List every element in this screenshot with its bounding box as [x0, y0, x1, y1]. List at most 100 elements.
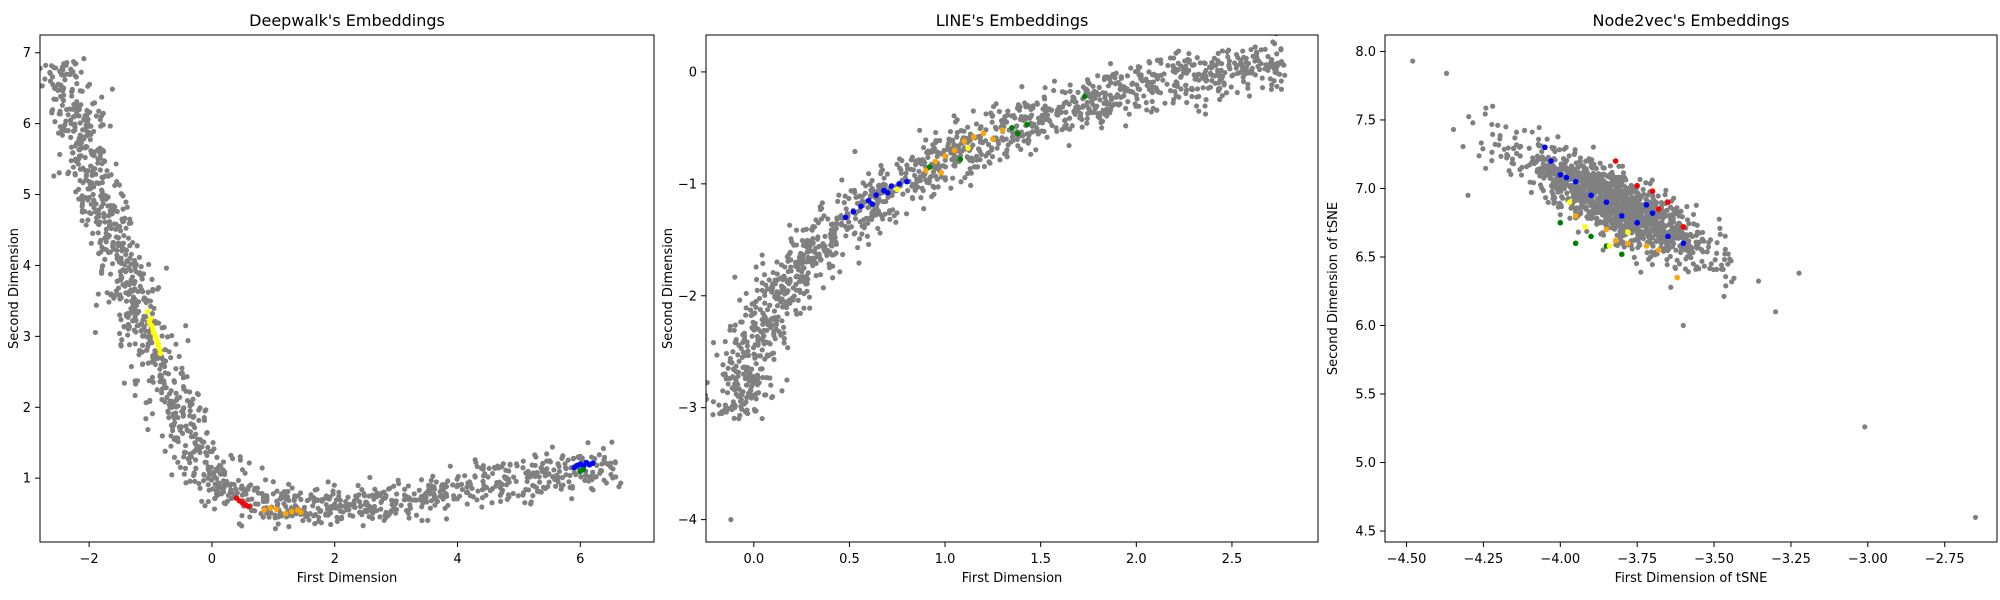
data-point	[145, 289, 151, 295]
data-point	[1077, 115, 1083, 121]
data-point	[571, 469, 577, 475]
data-point	[147, 398, 153, 404]
y-tick-label: −2	[678, 289, 697, 304]
data-point	[1555, 184, 1561, 190]
data-point	[85, 186, 91, 192]
data-point	[487, 488, 493, 494]
data-point	[1003, 150, 1009, 156]
data-point	[746, 378, 753, 384]
data-point	[1721, 256, 1728, 263]
data-point	[922, 159, 928, 166]
data-point	[1265, 53, 1271, 60]
y-tick-label: −1	[678, 177, 697, 192]
data-point	[970, 134, 977, 140]
data-point	[492, 465, 498, 471]
data-point	[65, 171, 71, 177]
data-point	[926, 164, 933, 170]
data-point	[330, 488, 336, 494]
data-point	[108, 291, 114, 297]
data-point	[353, 546, 358, 551]
data-point	[804, 281, 810, 287]
data-point	[1537, 182, 1544, 188]
data-point	[896, 181, 902, 187]
data-point	[780, 276, 786, 283]
data-point	[1025, 102, 1031, 109]
data-point	[1124, 73, 1131, 79]
data-point	[1505, 153, 1511, 159]
data-point	[601, 477, 607, 483]
data-point	[1578, 204, 1584, 210]
data-point	[197, 449, 203, 456]
data-point	[1694, 222, 1700, 228]
y-tick-label: 6.5	[1355, 250, 1376, 265]
data-point	[769, 289, 775, 295]
data-point	[1716, 216, 1722, 222]
data-point	[1572, 186, 1578, 192]
data-point	[1009, 113, 1015, 119]
data-point	[969, 155, 975, 161]
data-point	[967, 166, 973, 172]
data-point	[714, 352, 720, 358]
data-point	[95, 180, 101, 186]
data-point	[1025, 140, 1031, 146]
data-point	[813, 217, 819, 223]
x-axis-label: First Dimension	[297, 571, 398, 586]
data-point	[825, 216, 831, 222]
data-point	[1150, 105, 1156, 111]
data-point	[818, 257, 824, 263]
data-point	[76, 103, 82, 109]
data-point	[284, 494, 291, 500]
data-point	[121, 324, 127, 330]
data-point	[106, 299, 112, 305]
data-point	[103, 239, 109, 245]
data-point	[51, 96, 57, 102]
data-point	[481, 486, 487, 492]
data-point	[1731, 275, 1737, 281]
data-point	[288, 508, 295, 515]
data-point	[1612, 215, 1618, 222]
data-point	[1616, 163, 1622, 169]
data-point	[954, 134, 960, 140]
data-point	[1245, 85, 1251, 91]
data-point	[784, 311, 790, 317]
data-point	[88, 163, 94, 169]
data-point	[1217, 96, 1223, 103]
data-point	[732, 386, 739, 392]
data-point	[1098, 120, 1104, 126]
data-point	[1245, 81, 1251, 87]
data-point	[472, 473, 478, 479]
data-point	[110, 241, 116, 247]
data-point	[744, 364, 751, 371]
data-point	[787, 276, 793, 282]
data-point	[1218, 67, 1224, 73]
data-point	[910, 167, 916, 173]
data-point	[273, 506, 280, 513]
data-point	[345, 494, 351, 500]
data-point	[218, 463, 224, 469]
data-point	[527, 473, 533, 480]
data-point	[1633, 260, 1640, 267]
data-point	[970, 142, 976, 148]
data-point	[1629, 194, 1635, 200]
data-point	[722, 338, 728, 345]
data-point	[748, 387, 754, 394]
data-point	[893, 219, 899, 225]
data-point	[933, 165, 939, 171]
data-point	[156, 346, 163, 352]
data-point	[173, 404, 179, 410]
data-point	[367, 474, 373, 481]
data-point	[1690, 261, 1696, 267]
data-point	[1536, 143, 1542, 149]
data-point	[612, 460, 618, 466]
data-point	[880, 216, 886, 222]
data-point	[1019, 84, 1025, 90]
data-point	[1511, 146, 1517, 152]
data-point	[418, 477, 425, 483]
data-point	[1062, 90, 1068, 96]
data-point	[192, 457, 199, 463]
data-point	[761, 272, 768, 278]
data-point	[1066, 142, 1072, 149]
data-point	[1513, 129, 1520, 135]
data-point	[745, 352, 752, 359]
